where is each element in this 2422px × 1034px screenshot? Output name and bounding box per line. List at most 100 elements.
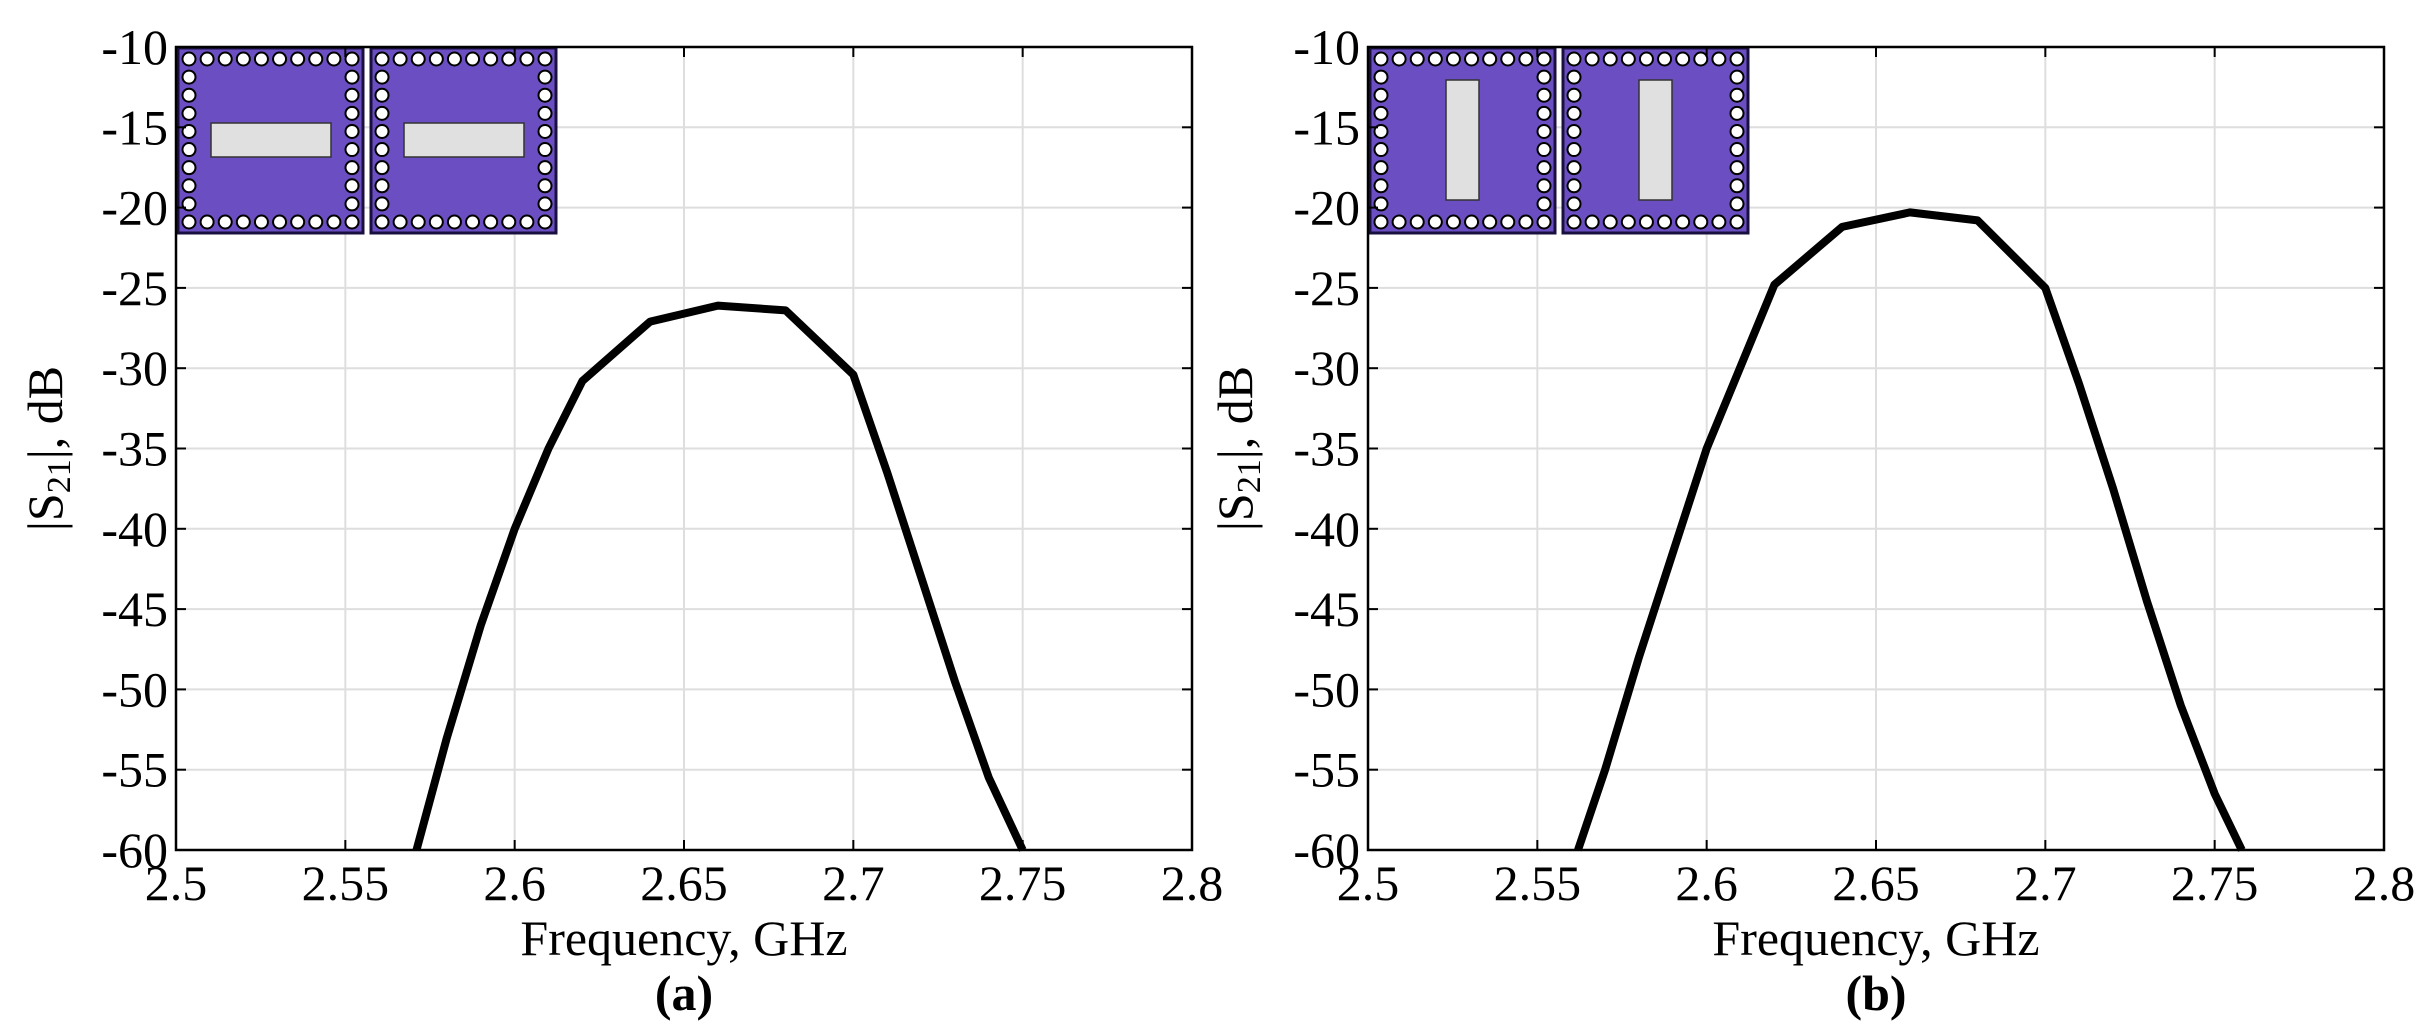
via-hole bbox=[1464, 214, 1480, 230]
x-axis-label: Frequency, GHz bbox=[520, 910, 847, 966]
via-hole bbox=[1675, 51, 1691, 67]
via-hole bbox=[1373, 178, 1389, 194]
via-hole bbox=[537, 178, 553, 194]
via-hole bbox=[344, 142, 360, 158]
via-hole bbox=[1566, 178, 1582, 194]
via-hole bbox=[1729, 196, 1745, 212]
via-hole bbox=[1536, 87, 1552, 103]
via-hole bbox=[501, 51, 517, 67]
via-hole bbox=[537, 87, 553, 103]
via-hole bbox=[501, 214, 517, 230]
via-hole bbox=[374, 105, 390, 121]
x-axis-label: Frequency, GHz bbox=[1712, 910, 2039, 966]
via-hole bbox=[1373, 51, 1389, 67]
via-hole bbox=[344, 123, 360, 139]
via-hole bbox=[1729, 178, 1745, 194]
via-hole bbox=[308, 51, 324, 67]
via-hole bbox=[1536, 196, 1552, 212]
via-hole bbox=[428, 51, 444, 67]
via-hole bbox=[1602, 51, 1618, 67]
y-tick-label: -60 bbox=[101, 822, 168, 878]
via-hole bbox=[483, 214, 499, 230]
via-hole bbox=[465, 51, 481, 67]
via-hole bbox=[465, 214, 481, 230]
y-tick-label: -10 bbox=[1293, 19, 1360, 75]
x-tick-label: 2.5 bbox=[1337, 855, 1400, 911]
via-hole bbox=[1675, 214, 1691, 230]
via-hole bbox=[1729, 142, 1745, 158]
via-hole bbox=[344, 69, 360, 85]
panel-a: 2.5 2.55 2.6 2.65 2.7 2.75 2.8 -10 -15 -20 -25 -30 -… bbox=[17, 19, 1223, 1021]
slot bbox=[1638, 79, 1673, 201]
via-hole bbox=[1373, 69, 1389, 85]
via-hole bbox=[1536, 214, 1552, 230]
y-tick-label: -50 bbox=[101, 661, 168, 717]
y-axis-label: |S21|, dB bbox=[17, 366, 78, 531]
via-hole bbox=[1657, 51, 1673, 67]
y-tick-label: -25 bbox=[101, 260, 168, 316]
via-hole bbox=[1566, 214, 1582, 230]
via-hole bbox=[1657, 214, 1673, 230]
via-hole bbox=[1373, 105, 1389, 121]
via-hole bbox=[308, 214, 324, 230]
via-hole bbox=[483, 51, 499, 67]
via-hole bbox=[1482, 214, 1498, 230]
via-hole bbox=[181, 160, 197, 176]
inset-unit-cell bbox=[1368, 46, 1557, 235]
via-hole bbox=[1373, 214, 1389, 230]
via-hole bbox=[1566, 69, 1582, 85]
via-hole bbox=[1536, 69, 1552, 85]
via-hole bbox=[344, 105, 360, 121]
via-hole bbox=[1620, 51, 1636, 67]
via-hole bbox=[217, 51, 233, 67]
via-hole bbox=[1409, 214, 1425, 230]
via-hole bbox=[519, 51, 535, 67]
via-hole bbox=[290, 51, 306, 67]
via-hole bbox=[253, 51, 269, 67]
via-hole bbox=[537, 214, 553, 230]
via-hole bbox=[181, 51, 197, 67]
panel-caption: (b) bbox=[1845, 965, 1906, 1021]
via-hole bbox=[344, 196, 360, 212]
via-hole bbox=[1427, 214, 1443, 230]
x-tick-label: 2.55 bbox=[302, 855, 390, 911]
via-hole bbox=[344, 51, 360, 67]
via-hole bbox=[1729, 87, 1745, 103]
via-hole bbox=[1693, 51, 1709, 67]
y-tick-label: -45 bbox=[1293, 581, 1360, 637]
via-hole bbox=[181, 69, 197, 85]
via-hole bbox=[374, 214, 390, 230]
via-hole bbox=[537, 160, 553, 176]
y-tick-label: -30 bbox=[1293, 340, 1360, 396]
via-hole bbox=[181, 142, 197, 158]
y-tick-label: -45 bbox=[101, 581, 168, 637]
via-hole bbox=[1729, 51, 1745, 67]
via-hole bbox=[537, 105, 553, 121]
via-hole bbox=[1566, 160, 1582, 176]
x-tick-label: 2.65 bbox=[1832, 855, 1920, 911]
x-tick-label: 2.55 bbox=[1494, 855, 1582, 911]
via-hole bbox=[1409, 51, 1425, 67]
via-hole bbox=[1445, 51, 1461, 67]
x-tick-label: 2.6 bbox=[483, 855, 546, 911]
y-tick-label: -40 bbox=[101, 501, 168, 557]
via-hole bbox=[537, 69, 553, 85]
series-line bbox=[1574, 208, 2246, 852]
via-hole bbox=[410, 214, 426, 230]
y-tick-label: -50 bbox=[1293, 661, 1360, 717]
via-hole bbox=[181, 87, 197, 103]
via-hole bbox=[1536, 51, 1552, 67]
y-tick-label: -55 bbox=[1293, 742, 1360, 798]
via-hole bbox=[374, 196, 390, 212]
inset-unit-cell bbox=[1561, 46, 1750, 235]
x-tick-label: 2.75 bbox=[979, 855, 1067, 911]
via-hole bbox=[1427, 51, 1443, 67]
via-hole bbox=[344, 178, 360, 194]
via-hole bbox=[1518, 51, 1534, 67]
y-tick-label: -10 bbox=[101, 19, 168, 75]
via-hole bbox=[1536, 123, 1552, 139]
via-hole bbox=[272, 51, 288, 67]
y-tick-label: -40 bbox=[1293, 501, 1360, 557]
via-hole bbox=[1391, 51, 1407, 67]
via-hole bbox=[374, 178, 390, 194]
